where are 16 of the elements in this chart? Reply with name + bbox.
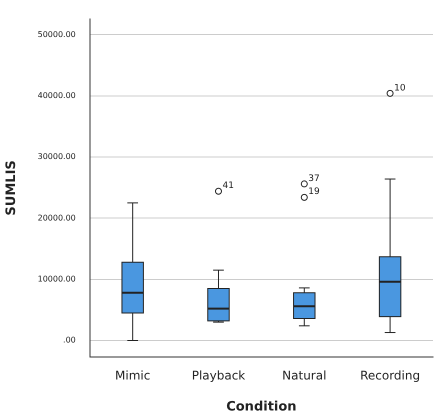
x-tick-label: Natural [282,368,326,382]
y-tick-label: 30000.00 [38,152,76,162]
annotation: 37 [308,174,320,184]
y-tick-label: 40000.00 [38,90,76,100]
y-tick-label: 20000.00 [38,213,76,222]
x-tick-label: Mimic [115,368,150,382]
x-axis-title: Condition [226,400,297,415]
y-tick-label: .00 [63,336,76,345]
y-tick-label: 10000.00 [38,274,76,284]
x-tick-label: Recording [360,368,420,382]
annotation: 10 [394,83,406,94]
y-tick-label: 50000.00 [38,30,76,39]
x-tick-label: Playback [192,368,246,382]
annotation: 19 [308,187,320,198]
annotation: 41 [222,181,234,192]
y-axis-title: SUMLIS [4,160,20,216]
